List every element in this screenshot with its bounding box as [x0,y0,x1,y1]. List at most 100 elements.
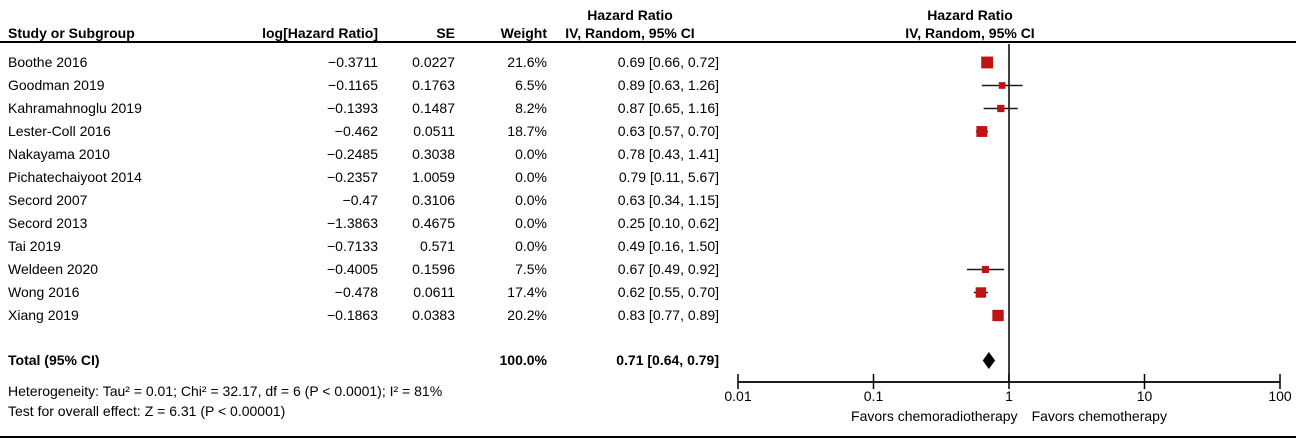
loghr-column-header: log[Hazard Ratio] [262,25,378,41]
ci-text-value: 0.89 [0.63, 1.26] [617,77,719,93]
study-name: Lester-Coll 2016 [8,123,111,139]
se-value: 1.0059 [412,169,455,185]
study-name: Tai 2019 [8,238,61,254]
weight-column-header: Weight [500,25,547,41]
ci-text-value: 0.83 [0.77, 0.89] [617,307,719,323]
log-hazard-ratio-value: −0.4005 [327,261,378,277]
ci-text-value: 0.62 [0.55, 0.70] [617,284,719,300]
study-marker [992,309,1004,322]
study-row: Weldeen 2020 −0.4005 0.1596 7.5% 0.67 [0.49,… [0,258,740,281]
log-hazard-ratio-value: −0.3711 [328,54,378,70]
ci-text-value: 0.25 [0.10, 0.62] [617,215,719,231]
study-marker [997,104,1005,113]
study-row: Secord 2007 −0.47 0.3106 0.0% 0.63 [0.34, 1.… [0,189,740,212]
ci-text-value: 0.49 [0.16, 1.50] [617,238,719,254]
study-name: Wong 2016 [8,284,80,300]
weight-value: 0.0% [515,192,547,208]
log-hazard-ratio-value: −1.3863 [327,215,378,231]
axis-tick-label: 0.01 [724,388,752,404]
se-value: 0.3038 [412,146,455,162]
total-weight: 100.0% [499,352,547,368]
ci-text-value: 0.67 [0.49, 0.92] [617,261,719,277]
study-marker [998,82,1006,89]
weight-value: 6.5% [515,77,547,93]
axis-tick-label: 0.1 [863,388,884,404]
study-row: Goodman 2019 −0.1165 0.1763 6.5% 0.89 [0.63,… [0,74,740,97]
weight-value: 21.6% [507,54,547,70]
weight-value: 18.7% [507,123,547,139]
log-hazard-ratio-value: −0.1165 [328,77,378,93]
se-value: 0.571 [419,238,455,254]
total-ci-text: 0.71 [0.64, 0.79] [616,352,719,368]
ci-text-value: 0.63 [0.34, 1.15] [617,192,719,208]
study-name: Pichatechaiyoot 2014 [8,169,142,185]
study-marker [976,126,988,137]
study-row: Wong 2016 −0.478 0.0611 17.4% 0.62 [0.55, 0.… [0,281,740,304]
study-marker [975,287,987,298]
heterogeneity-text: Heterogeneity: Tau² = 0.01; Chi² = 32.17… [8,383,443,399]
weight-value: 20.2% [507,307,547,323]
plot-column-subtitle: IV, Random, 95% CI [905,25,1035,41]
study-name: Secord 2013 [8,215,88,231]
study-row: Xiang 2019 −0.1863 0.0383 20.2% 0.83 [0.77, … [0,304,740,327]
ci-column-subtitle: IV, Random, 95% CI [565,25,695,41]
study-row: Pichatechaiyoot 2014 −0.2357 1.0059 0.0% 0.7… [0,166,740,189]
overall-effect-text: Test for overall effect: Z = 6.31 (P < 0… [8,403,286,419]
study-name: Xiang 2019 [8,307,79,323]
header-divider-rule [0,41,1296,43]
weight-value: 0.0% [515,215,547,231]
study-name: Boothe 2016 [8,54,88,70]
log-hazard-ratio-value: −0.462 [334,123,378,139]
study-row: Nakayama 2010 −0.2485 0.3038 0.0% 0.78 [0.43… [0,143,740,166]
se-value: 0.0227 [412,54,455,70]
se-column-header: SE [436,25,455,41]
study-name: Kahramahnoglu 2019 [8,100,142,116]
favors-right-label: Favors chemotherapy [1031,408,1167,424]
ci-text-value: 0.69 [0.66, 0.72] [617,54,719,70]
log-hazard-ratio-value: −0.478 [334,284,378,300]
favors-labels: Favors chemoradiotherapy Favors chemother… [738,407,1280,425]
log-hazard-ratio-value: −0.2357 [327,169,378,185]
study-name: Goodman 2019 [8,77,105,93]
log-hazard-ratio-value: −0.7133 [327,238,378,254]
weight-value: 0.0% [515,169,547,185]
se-value: 0.4675 [412,215,455,231]
ci-column-title: Hazard Ratio [587,7,673,23]
axis-tick-label: 100 [1268,388,1292,404]
log-hazard-ratio-value: −0.1393 [327,100,378,116]
plot-column-title: Hazard Ratio [927,7,1013,23]
weight-value: 0.0% [515,146,547,162]
se-value: 0.0611 [413,284,455,300]
ci-text-value: 0.87 [0.65, 1.16] [617,100,719,116]
study-row: Secord 2013 −1.3863 0.4675 0.0% 0.25 [0.10, … [0,212,740,235]
study-marker [981,265,989,274]
total-row: Total (95% CI) 100.0% 0.71 [0.64, 0.79] [0,349,740,372]
log-hazard-ratio-value: −0.2485 [327,146,378,162]
favors-left-label: Favors chemoradiotherapy [851,408,1018,424]
log-hazard-ratio-value: −0.1863 [327,307,378,323]
axis-tick-label: 10 [1136,388,1153,404]
weight-value: 17.4% [507,284,547,300]
header-line-2: Study or Subgroup log[Hazard Ratio] SE W… [0,23,1296,43]
weight-value: 7.5% [515,261,547,277]
study-name: Secord 2007 [8,192,88,208]
se-value: 0.1763 [412,77,455,93]
study-row: Tai 2019 −0.7133 0.571 0.0% 0.49 [0.16, 1.50… [0,235,740,258]
log-hazard-ratio-value: −0.47 [342,192,378,208]
summary-diamond [982,352,996,369]
study-name: Weldeen 2020 [8,261,99,277]
study-column-header: Study or Subgroup [8,25,135,41]
header-line-1: Hazard Ratio Hazard Ratio [0,5,1296,25]
axis-tick-label: 1 [1005,388,1013,404]
ci-text-value: 0.63 [0.57, 0.70] [617,123,719,139]
bottom-rule [0,436,1296,438]
study-name: Nakayama 2010 [8,146,110,162]
se-value: 0.1487 [412,100,455,116]
weight-value: 0.0% [515,238,547,254]
study-row: Kahramahnoglu 2019 −0.1393 0.1487 8.2% 0.87 … [0,97,740,120]
ci-text-value: 0.79 [0.11, 5.67] [618,169,719,185]
weight-value: 8.2% [515,100,547,116]
total-label: Total (95% CI) [8,352,100,368]
study-row: Lester-Coll 2016 −0.462 0.0511 18.7% 0.63 [0… [0,120,740,143]
